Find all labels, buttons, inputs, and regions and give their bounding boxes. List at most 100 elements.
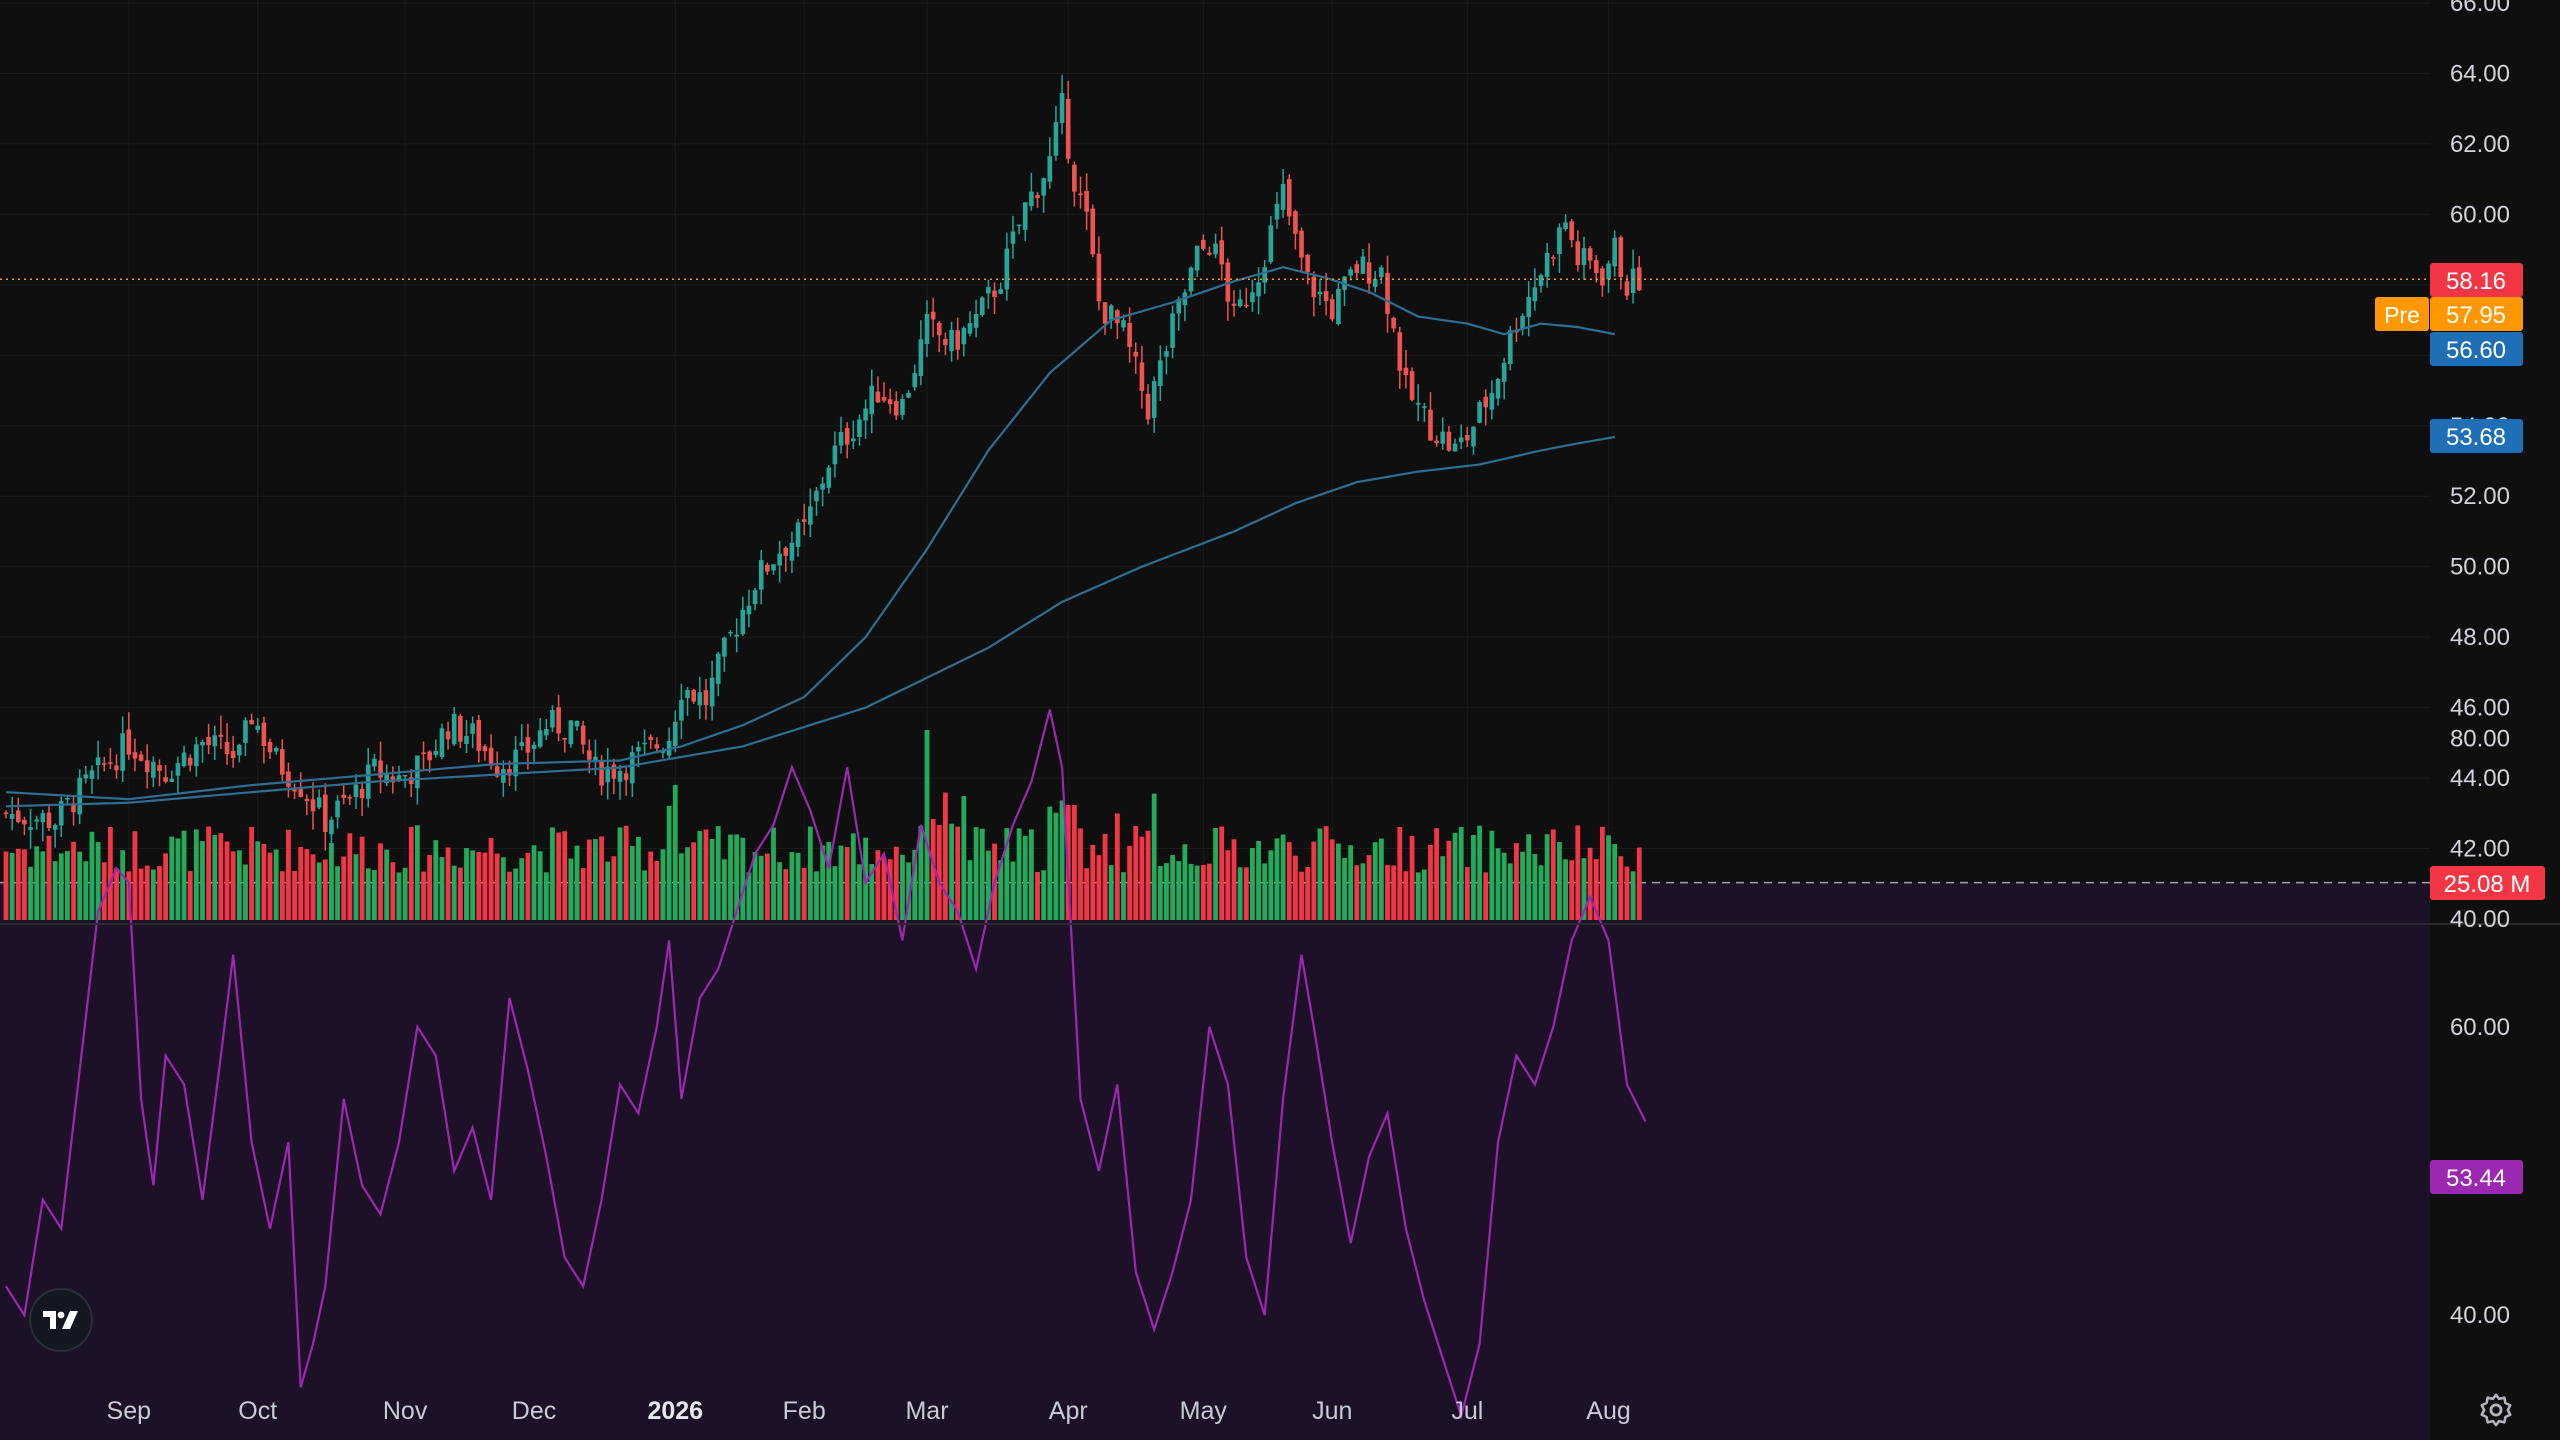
- volume-bar: [1489, 830, 1495, 920]
- volume-bar: [1084, 868, 1090, 920]
- volume-bar: [617, 827, 623, 920]
- candle-body: [1084, 191, 1089, 212]
- settings-gear-icon[interactable]: [2477, 1391, 2515, 1429]
- volume-bar: [107, 827, 113, 920]
- candle-body: [1059, 93, 1065, 124]
- candle-body: [1207, 252, 1212, 255]
- volume-bar: [1188, 863, 1194, 920]
- volume-bar: [1280, 834, 1286, 920]
- volume-bar: [967, 860, 973, 920]
- candle-body: [672, 721, 678, 746]
- candle-body: [900, 399, 905, 415]
- candle-body: [3, 812, 9, 815]
- volume-bar: [236, 850, 242, 920]
- candle-body: [1274, 203, 1280, 220]
- volume-bar: [832, 866, 838, 920]
- candle-body: [1520, 315, 1525, 329]
- volume-bar: [1600, 826, 1605, 920]
- candle-body: [629, 752, 635, 784]
- candle-body: [654, 744, 660, 749]
- volume-bar: [691, 842, 697, 920]
- candle-body: [1458, 437, 1464, 443]
- volume-bar: [1483, 872, 1489, 920]
- candle-body: [550, 710, 555, 728]
- volume-bar: [1557, 841, 1562, 920]
- time-tick-label: Dec: [512, 1397, 556, 1425]
- candle-body: [1231, 303, 1237, 306]
- candle-body: [273, 747, 279, 752]
- candle-body: [181, 752, 187, 767]
- volume-bar: [322, 859, 328, 920]
- volume-bar: [930, 818, 936, 920]
- volume-bar: [34, 846, 40, 920]
- pre-market-tag: Pre 57.95: [2375, 297, 2523, 331]
- volume-bar: [218, 833, 224, 920]
- candle-body: [316, 797, 322, 808]
- volume-bar: [1237, 867, 1243, 920]
- volume-bar: [1200, 864, 1206, 920]
- volume-bar: [1053, 812, 1059, 920]
- volume-bar: [1563, 859, 1568, 920]
- candle-body: [955, 330, 960, 350]
- price-tick-label: 60.00: [2450, 201, 2510, 228]
- candle-body: [1256, 282, 1261, 297]
- candle-body: [918, 339, 924, 376]
- time-axis[interactable]: Sep Oct Nov Dec 2026 Feb Mar Apr May Jun Jul Aug: [107, 1397, 1631, 1425]
- volume-bar: [1458, 827, 1464, 920]
- candle-body: [1158, 360, 1163, 386]
- candle-body: [556, 707, 561, 734]
- candle-body: [605, 766, 611, 783]
- volume-bar: [1391, 865, 1397, 920]
- last-price-tag: 58.16: [2430, 263, 2523, 297]
- price-tick-label: 66.00: [2450, 0, 2510, 17]
- volume-bar: [764, 853, 770, 920]
- volume-bar: [482, 852, 488, 920]
- volume-bar: [1268, 850, 1274, 920]
- candle-body: [1004, 248, 1010, 290]
- candle-body: [574, 720, 580, 727]
- tradingview-logo[interactable]: [29, 1288, 93, 1352]
- volume-bar: [1231, 839, 1237, 920]
- candle-body: [1041, 178, 1046, 196]
- volume-bar: [1004, 828, 1010, 920]
- price-tick-label: 48.00: [2450, 624, 2510, 651]
- candle-body: [1624, 281, 1630, 296]
- candle-body: [230, 751, 236, 759]
- candle-body: [488, 747, 494, 766]
- volume-bar: [1256, 840, 1261, 920]
- volume-bar: [513, 868, 519, 920]
- time-tick-label: Sep: [107, 1397, 151, 1425]
- candle-body: [869, 385, 875, 415]
- rsi-tick-label: 40.00: [2450, 1302, 2510, 1329]
- candle-body: [1360, 256, 1366, 274]
- candle-body: [623, 773, 629, 780]
- candle-body: [1452, 443, 1458, 452]
- volume-bar: [1225, 850, 1231, 920]
- candle-body: [132, 752, 138, 759]
- volume-bar: [1139, 836, 1145, 920]
- candle-body: [1164, 351, 1169, 357]
- candle-body: [525, 737, 531, 753]
- volume-bar: [1133, 825, 1139, 920]
- tradingview-logo-icon: [43, 1311, 78, 1329]
- volume-bar: [1372, 842, 1378, 920]
- candle-body: [1415, 402, 1421, 405]
- candle-body: [501, 769, 506, 783]
- volume-bar: [83, 861, 89, 920]
- candle-body: [1354, 264, 1360, 273]
- candle-body: [1612, 237, 1617, 267]
- volume-bar: [593, 839, 598, 920]
- price-tick-label: 50.00: [2450, 554, 2510, 581]
- candle-body: [599, 761, 604, 786]
- candle-body: [1102, 302, 1108, 324]
- volume-bars: [3, 730, 1642, 920]
- time-tick-label: Apr: [1049, 1397, 1088, 1425]
- ma-fast-line: [5, 266, 1615, 801]
- candle-body: [636, 746, 641, 752]
- volume-bar: [28, 866, 33, 920]
- volume-bar: [445, 847, 451, 920]
- candle-body: [519, 742, 525, 746]
- volume-bar: [304, 849, 310, 920]
- candle-body: [1010, 231, 1016, 244]
